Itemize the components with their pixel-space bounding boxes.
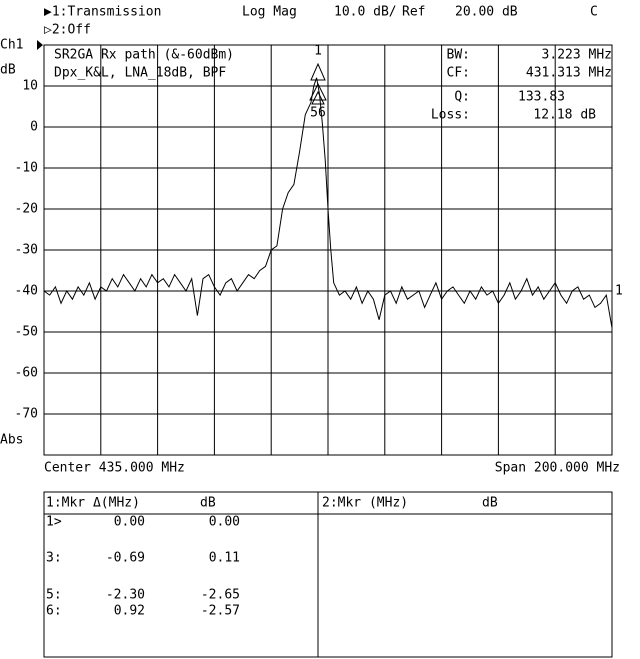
y-tick-label: -40 bbox=[15, 284, 38, 299]
stat-value: 133.83 bbox=[518, 90, 565, 105]
table-cell: 0.00 bbox=[114, 515, 145, 530]
table-header: 2:Mkr (MHz) bbox=[322, 496, 408, 511]
table-cell: 0.92 bbox=[114, 604, 145, 619]
y-tick-label: -10 bbox=[15, 161, 38, 176]
table-header: dB bbox=[200, 496, 216, 511]
flag: C bbox=[590, 5, 598, 20]
marker-label: 56 bbox=[310, 106, 326, 121]
center: Center 435.000 MHz bbox=[44, 461, 185, 476]
channel2-line: ▷2:Off bbox=[44, 23, 91, 38]
y-tick-label: -70 bbox=[15, 407, 38, 422]
trace bbox=[43, 77, 613, 328]
table-cell: -2.57 bbox=[201, 604, 240, 619]
y-tick-label: -20 bbox=[15, 202, 38, 217]
y-tick-label: 0 bbox=[30, 120, 38, 135]
table-cell: -2.30 bbox=[106, 588, 145, 603]
channel-label: Ch1 bbox=[0, 38, 23, 53]
table-frame bbox=[43, 491, 613, 658]
ref-marker: 1 bbox=[615, 284, 623, 299]
stat-value: 12.18 dB bbox=[533, 108, 596, 123]
stat-value: 431.313 MHz bbox=[526, 66, 612, 81]
table-header: 1:Mkr Δ(MHz) bbox=[46, 496, 140, 511]
table-cell: -0.69 bbox=[106, 551, 145, 566]
table-cell: 5: bbox=[46, 588, 62, 603]
stat-label: Q: bbox=[454, 90, 470, 105]
y-tick-label: -30 bbox=[15, 243, 38, 258]
ref-label: Ref bbox=[402, 5, 425, 20]
stat-value: 3.223 MHz bbox=[542, 48, 612, 63]
marker-label: 1 bbox=[314, 44, 322, 59]
table-cell: 0.11 bbox=[209, 551, 240, 566]
title-line: Dpx_K&L, LNA_18dB, BPF bbox=[54, 66, 226, 81]
y-tick-label: 10 bbox=[22, 79, 38, 94]
span: Span 200.000 MHz bbox=[495, 461, 620, 476]
table-header: dB bbox=[482, 496, 498, 511]
table-cell: 3: bbox=[46, 551, 62, 566]
ref-value: 20.00 dB bbox=[455, 5, 518, 20]
table-cell: -2.65 bbox=[201, 588, 240, 603]
scale: 10.0 dB/ bbox=[334, 5, 397, 20]
y-unit: dB bbox=[0, 63, 16, 78]
y-tick-label: -60 bbox=[15, 366, 38, 381]
channel-line: ▶1:Transmission bbox=[44, 5, 161, 20]
table-cell: 0.00 bbox=[209, 515, 240, 530]
y-mode: Abs bbox=[0, 433, 23, 448]
ref-pointer bbox=[37, 40, 43, 50]
table-cell: 1> bbox=[46, 515, 62, 530]
stat-label: BW: bbox=[447, 48, 470, 63]
stat-label: CF: bbox=[447, 66, 470, 81]
stat-label: Loss: bbox=[431, 108, 470, 123]
table-cell: 6: bbox=[46, 604, 62, 619]
marker-triangles bbox=[309, 62, 327, 105]
title-line: SR2GA Rx path (&-60dBm) bbox=[54, 48, 234, 63]
format: Log Mag bbox=[242, 5, 297, 20]
y-tick-label: -50 bbox=[15, 325, 38, 340]
